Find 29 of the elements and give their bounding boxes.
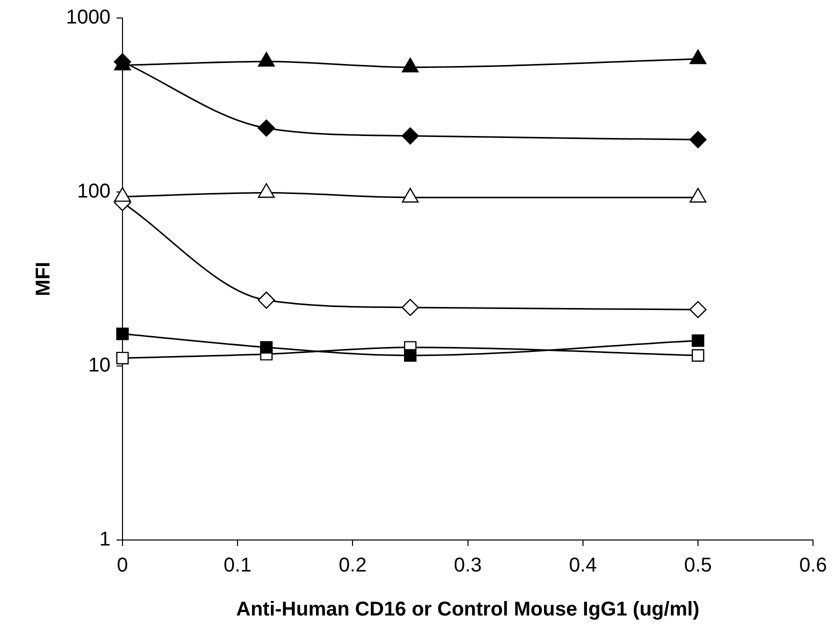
y-tick-label: 1 <box>99 528 110 551</box>
point <box>114 187 131 202</box>
point <box>258 183 275 198</box>
point <box>404 349 416 362</box>
point <box>692 334 704 347</box>
point <box>258 292 275 309</box>
x-tick-label: 0.2 <box>338 554 367 577</box>
x-tick-label: 0.4 <box>568 554 597 577</box>
point <box>402 188 419 203</box>
point <box>690 188 706 203</box>
point <box>260 341 273 354</box>
x-tick-label: 0.1 <box>224 554 252 577</box>
point <box>690 49 706 64</box>
point <box>402 298 419 316</box>
point <box>258 52 275 67</box>
x-tick-label: 0.6 <box>799 554 828 577</box>
y-tick-label: 10 <box>88 354 110 377</box>
x-tick-label: 0 <box>116 554 128 577</box>
point <box>116 352 129 364</box>
x-tick-label: 0.5 <box>684 554 712 577</box>
point <box>692 349 704 362</box>
point <box>402 58 419 72</box>
x-tick-label: 0.3 <box>454 554 482 577</box>
y-axis-title: MFI <box>32 262 55 296</box>
y-tick-label: 100 <box>77 180 110 203</box>
point <box>689 300 707 318</box>
point <box>116 328 129 340</box>
x-axis-title: Anti-Human CD16 or Control Mouse IgG1 (ug/ml) <box>236 598 700 621</box>
y-tick-label: 1000 <box>66 6 110 29</box>
